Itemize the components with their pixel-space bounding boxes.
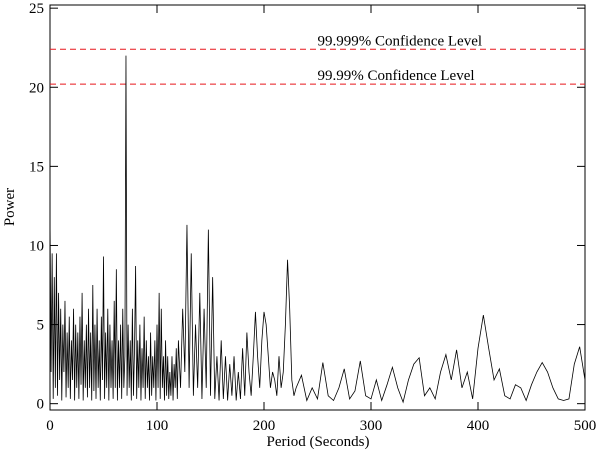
y-tick-label: 5 xyxy=(37,318,45,334)
x-tick-label: 200 xyxy=(253,418,276,434)
x-tick-label: 0 xyxy=(46,418,54,434)
confidence-label: 99.99% Confidence Level xyxy=(318,68,475,84)
plot-frame xyxy=(49,4,586,411)
x-axis-label: Period (Seconds) xyxy=(267,434,370,450)
y-tick-label: 15 xyxy=(29,159,44,175)
y-tick-label: 20 xyxy=(29,80,44,96)
x-tick-label: 300 xyxy=(360,418,383,434)
y-tick-label: 25 xyxy=(29,1,44,17)
y-tick-label: 10 xyxy=(29,238,44,254)
x-tick-label: 400 xyxy=(467,418,490,434)
x-tick-label: 500 xyxy=(574,418,597,434)
y-tick-label: 0 xyxy=(37,397,45,413)
power-line xyxy=(49,55,586,404)
x-tick-label: 100 xyxy=(146,418,169,434)
confidence-label: 99.999% Confidence Level xyxy=(318,33,483,49)
y-axis-label: Power xyxy=(2,188,18,226)
